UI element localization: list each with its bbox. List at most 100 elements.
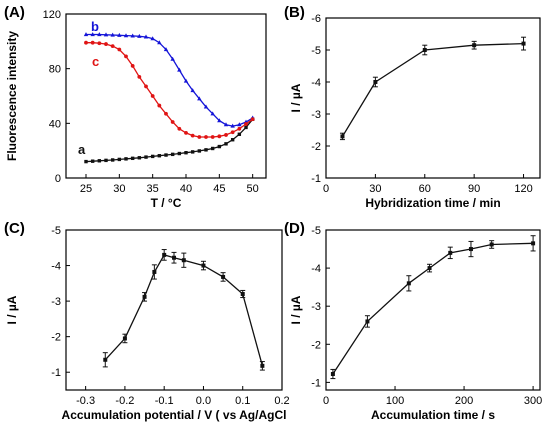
data-point	[217, 144, 222, 149]
data-point	[144, 155, 148, 159]
panel-c-current-vs-accumulation-potential: (C) -0.3 -0.2 -0.1 0.0 0.1 0.2 -1 -2 -3 -4 -5 Accum…	[4, 220, 290, 422]
data-point	[157, 40, 162, 45]
series-line	[86, 42, 254, 138]
data-point	[197, 149, 202, 153]
data-point	[170, 56, 175, 61]
x-tick-label: 30	[369, 183, 381, 195]
data-point	[162, 252, 167, 257]
y-tick-label: -6	[311, 13, 321, 25]
y-tick-label: -2	[311, 339, 321, 351]
y-tick-label: -4	[311, 77, 321, 89]
data-point	[427, 266, 432, 271]
data-point	[177, 67, 182, 72]
y-axis-title: I / µA	[289, 83, 303, 112]
data-point	[340, 134, 345, 139]
series-line	[86, 33, 254, 127]
data-point	[230, 138, 235, 142]
x-axis-title: Hybridization time / min	[365, 196, 500, 210]
data-point	[150, 154, 155, 159]
y-tick-label: -4	[311, 263, 321, 275]
y-tick-label: -2	[311, 141, 321, 153]
data-point	[130, 33, 135, 38]
series-line	[341, 42, 524, 137]
y-tick-label: 80	[49, 64, 61, 76]
data-point	[190, 133, 195, 138]
data-point	[103, 32, 109, 37]
x-tick-label: -0.2	[115, 395, 134, 407]
data-point	[117, 47, 122, 52]
data-point	[250, 117, 255, 122]
y-tick-label: -3	[311, 301, 321, 313]
data-point	[103, 357, 108, 362]
data-point	[157, 154, 162, 158]
y-tick-label: -2	[51, 332, 61, 344]
data-point	[137, 156, 142, 160]
data-point	[181, 258, 186, 263]
y-tick-label: -1	[311, 173, 321, 185]
data-point	[531, 241, 536, 246]
data-point	[97, 159, 102, 163]
data-point	[157, 103, 162, 108]
data-point	[237, 126, 242, 131]
data-point	[163, 47, 169, 52]
data-point	[521, 41, 526, 46]
data-point	[172, 255, 176, 260]
data-point	[84, 40, 88, 45]
y-axis-title: I / µA	[289, 295, 303, 324]
data-point	[210, 146, 215, 151]
panel-d-current-vs-accumulation-time: (D) 0 100 200 300 -1 -2 -3 -4 -5 Accumulation tim…	[284, 220, 542, 422]
y-tick-label: -3	[311, 109, 321, 121]
y-tick-label: -3	[51, 296, 61, 308]
data-point	[124, 54, 128, 59]
x-tick-label: 0.0	[196, 395, 211, 407]
data-point	[117, 32, 122, 37]
data-point	[90, 32, 95, 37]
panel-d-label: (D)	[284, 220, 305, 237]
series-line	[104, 254, 264, 366]
data-point	[130, 156, 135, 161]
data-point	[117, 157, 122, 162]
series-label-b: b	[91, 19, 99, 34]
data-point	[90, 40, 95, 45]
data-point	[244, 125, 248, 130]
data-point	[204, 135, 208, 139]
y-tick-label: -4	[51, 261, 61, 273]
data-point	[330, 372, 335, 376]
data-point	[224, 133, 228, 137]
x-tick-label: 40	[180, 183, 192, 195]
x-tick-label: -0.1	[155, 395, 174, 407]
panel-b-label: (B)	[284, 4, 305, 21]
panel-c-label: (C)	[4, 220, 25, 237]
y-tick-label: -5	[311, 225, 321, 237]
data-point	[204, 148, 208, 152]
plot-frame	[325, 229, 541, 391]
x-axis-title: T / °C	[151, 196, 182, 210]
data-point	[373, 80, 378, 84]
x-tick-label: -0.3	[76, 395, 95, 407]
data-point	[221, 274, 226, 279]
data-point	[177, 126, 182, 131]
data-point	[210, 111, 215, 116]
plot-frame	[325, 17, 541, 179]
data-point	[122, 336, 127, 341]
data-point	[90, 159, 95, 163]
data-point	[110, 158, 115, 162]
x-tick-label: 0	[323, 395, 329, 407]
data-point	[152, 269, 157, 274]
x-tick-label: 120	[514, 183, 532, 195]
series-label-a: a	[78, 142, 86, 157]
data-point	[422, 48, 427, 52]
y-tick-label: -1	[51, 367, 61, 379]
data-point	[84, 159, 88, 164]
data-point	[110, 44, 115, 49]
x-tick-label: 200	[455, 395, 473, 407]
data-point	[448, 250, 453, 255]
data-point	[197, 96, 202, 101]
series-line	[332, 242, 534, 375]
data-point	[97, 41, 102, 46]
x-tick-label: 0.1	[235, 395, 250, 407]
data-point	[224, 142, 228, 146]
data-point	[237, 132, 242, 136]
x-tick-label: 300	[524, 395, 542, 407]
